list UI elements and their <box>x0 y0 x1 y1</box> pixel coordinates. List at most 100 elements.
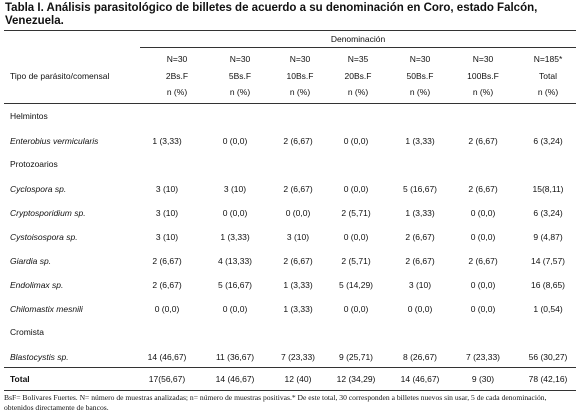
rule <box>4 103 576 104</box>
column-n: N=185* <box>533 54 563 64</box>
cell: 0 (0,0) <box>470 280 496 290</box>
cell: 9 (25,71) <box>338 352 374 362</box>
column-denomination: 100Bs.F <box>467 71 499 81</box>
cell: 1 (3,33) <box>220 232 250 242</box>
group-header: Denominación <box>330 34 386 44</box>
rule <box>4 30 576 31</box>
cell: 15(8,11) <box>532 184 564 194</box>
cell: 16 (8,65) <box>530 280 566 290</box>
column-unit: n (%) <box>409 87 431 97</box>
total-cell: 12 (34,29) <box>336 374 376 384</box>
section-heading: Helmintos <box>10 111 48 121</box>
cell: 3 (10) <box>155 232 179 242</box>
row-header: Tipo de parásito/comensal <box>10 71 110 81</box>
section-heading: Protozoarios <box>10 159 58 169</box>
cell: 2 (6,67) <box>283 256 313 266</box>
cell: 2 (6,67) <box>468 256 498 266</box>
cell: 8 (26,67) <box>402 352 438 362</box>
column-unit: n (%) <box>537 87 559 97</box>
column-unit: n (%) <box>166 87 188 97</box>
taxon-label: Enterobius vermicularis <box>10 136 99 146</box>
taxon-label: Cyclospora sp. <box>10 184 67 194</box>
column-denomination: 5Bs.F <box>228 71 252 81</box>
rule <box>4 367 576 368</box>
cell: 9 (4,87) <box>533 232 563 242</box>
cell: 14 (46,67) <box>147 352 187 362</box>
column-unit: n (%) <box>229 87 251 97</box>
cell: 0 (0,0) <box>470 304 496 314</box>
cell: 0 (0,0) <box>222 136 248 146</box>
cell: 2 (6,67) <box>283 184 313 194</box>
cell: 0 (0,0) <box>470 232 496 242</box>
cell: 1 (3,33) <box>283 304 313 314</box>
cell: 6 (3,24) <box>533 136 563 146</box>
cell: 3 (10) <box>223 184 247 194</box>
cell: 0 (0,0) <box>343 304 369 314</box>
cell: 2 (5,71) <box>341 256 371 266</box>
cell: 0 (0,0) <box>285 208 311 218</box>
cell: 0 (0,0) <box>343 232 369 242</box>
column-denomination: 20Bs.F <box>344 71 372 81</box>
cell: 3 (10) <box>286 232 310 242</box>
column-n: N=30 <box>166 54 188 64</box>
cell: 14 (7,57) <box>530 256 566 266</box>
rule <box>140 47 576 48</box>
cell: 0 (0,0) <box>154 304 180 314</box>
cell: 1 (3,33) <box>405 136 435 146</box>
total-cell: 17(56,67) <box>148 374 186 384</box>
table-title: Tabla I. Análisis parasitológico de bill… <box>5 2 538 27</box>
cell: 5 (14,29) <box>338 280 374 290</box>
column-unit: n (%) <box>472 87 494 97</box>
cell: 4 (13,33) <box>217 256 253 266</box>
section-heading: Cromista <box>10 327 45 337</box>
cell: 2 (6,67) <box>468 136 498 146</box>
cell: 2 (6,67) <box>283 136 313 146</box>
cell: 3 (10) <box>155 208 179 218</box>
column-n: N=30 <box>289 54 311 64</box>
cell: 5 (16,67) <box>217 280 253 290</box>
cell: 2 (6,67) <box>405 232 435 242</box>
cell: 1 (0,54) <box>533 304 563 314</box>
cell: 2 (6,67) <box>405 256 435 266</box>
column-denomination: Total <box>539 71 557 81</box>
cell: 0 (0,0) <box>222 208 248 218</box>
cell: 6 (3,24) <box>533 208 563 218</box>
cell: 0 (0,0) <box>343 136 369 146</box>
cell: 0 (0,0) <box>343 184 369 194</box>
cell: 3 (10) <box>408 280 432 290</box>
cell: 0 (0,0) <box>222 304 248 314</box>
cell: 1 (3,33) <box>283 280 313 290</box>
taxon-label: Cryptosporidium sp. <box>10 208 86 218</box>
total-cell: 12 (40) <box>284 374 312 384</box>
cell: 7 (23,33) <box>280 352 316 362</box>
column-n: N=30 <box>472 54 494 64</box>
column-denomination: 2Bs.F <box>165 71 189 81</box>
column-n: N=30 <box>229 54 251 64</box>
cell: 0 (0,0) <box>470 208 496 218</box>
column-n: N=30 <box>409 54 431 64</box>
total-label: Total <box>10 374 30 384</box>
footnote: BsF= Bolívares Fuertes. N= número de mue… <box>4 393 547 412</box>
cell: 2 (6,67) <box>468 184 498 194</box>
column-unit: n (%) <box>289 87 311 97</box>
column-denomination: 50Bs.F <box>406 71 434 81</box>
cell: 0 (0,0) <box>407 304 433 314</box>
column-denomination: 10Bs.F <box>286 71 314 81</box>
total-cell: 14 (46,67) <box>215 374 255 384</box>
cell: 5 (16,67) <box>402 184 438 194</box>
total-cell: 78 (42,16) <box>528 374 568 384</box>
cell: 2 (5,71) <box>341 208 371 218</box>
taxon-label: Chilomastix mesnili <box>10 304 83 314</box>
taxon-label: Giardia sp. <box>10 256 52 266</box>
cell: 2 (6,67) <box>152 256 182 266</box>
column-unit: n (%) <box>347 87 369 97</box>
taxon-label: Cystoisospora sp. <box>10 232 78 242</box>
cell: 11 (36,67) <box>215 352 255 362</box>
rule <box>4 390 576 391</box>
column-n: N=35 <box>347 54 369 64</box>
cell: 1 (3,33) <box>152 136 182 146</box>
cell: 3 (10) <box>155 184 179 194</box>
taxon-label: Blastocystis sp. <box>10 352 69 362</box>
cell: 1 (3,33) <box>405 208 435 218</box>
